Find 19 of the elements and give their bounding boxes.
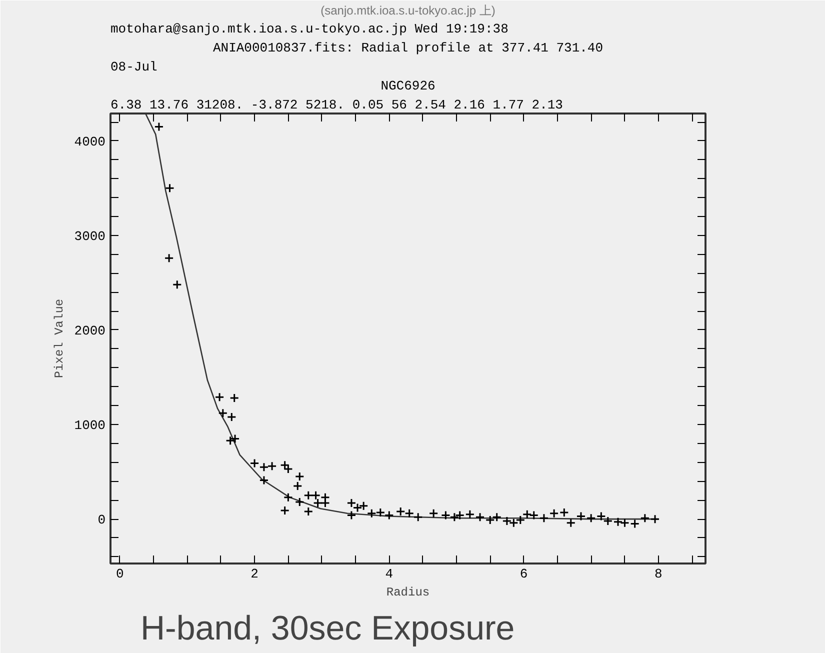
text: 6.38 13.76 31208. -3.872 5218. 0.05 56 2.54 2.16 1.77 2.13 xyxy=(110,98,563,112)
y-tick-label: 4000 xyxy=(74,134,106,150)
x-tick-label: 0 xyxy=(116,566,124,582)
text: motohara@sanjo.mtk.ioa.s.u-tokyo.ac.jp Wed 19:19:38 xyxy=(110,22,508,36)
x-tick-label: 6 xyxy=(520,566,528,582)
x-tick-label: 2 xyxy=(250,566,258,582)
x-tick-label: 4 xyxy=(385,566,394,582)
y-tick-label: 0 xyxy=(98,512,106,528)
x-tick-label: 8 xyxy=(654,566,662,582)
y-tick-label: 3000 xyxy=(74,228,106,244)
chart-subtitle: NGC6926 xyxy=(380,78,436,94)
x-axis-title: Radius xyxy=(386,586,430,600)
text: H-band, 30sec Exposure xyxy=(140,610,515,648)
text: 08-Jul xyxy=(110,60,158,74)
y-tick-label: 2000 xyxy=(74,323,106,338)
y-tick-label: 1000 xyxy=(74,418,106,434)
y-axis-title: Pixel Value xyxy=(52,298,66,378)
text: (sanjo.mtk.ioa.s.u-tokyo.ac.jp 上) xyxy=(320,4,496,18)
chart-title: ANIA00010837.fits: Radial profile at 377.41 731.40 xyxy=(212,40,604,56)
